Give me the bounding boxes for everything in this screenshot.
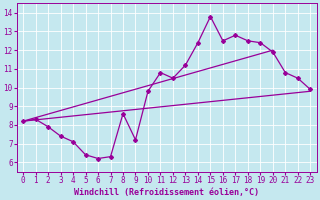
X-axis label: Windchill (Refroidissement éolien,°C): Windchill (Refroidissement éolien,°C) [74,188,259,197]
